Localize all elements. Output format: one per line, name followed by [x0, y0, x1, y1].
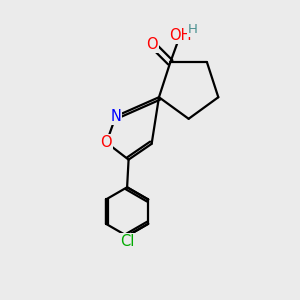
Text: N: N — [110, 109, 121, 124]
Text: H: H — [188, 22, 198, 36]
Text: O: O — [100, 135, 112, 150]
Text: Cl: Cl — [120, 234, 134, 249]
Text: O: O — [147, 37, 158, 52]
Text: OH: OH — [169, 28, 192, 43]
